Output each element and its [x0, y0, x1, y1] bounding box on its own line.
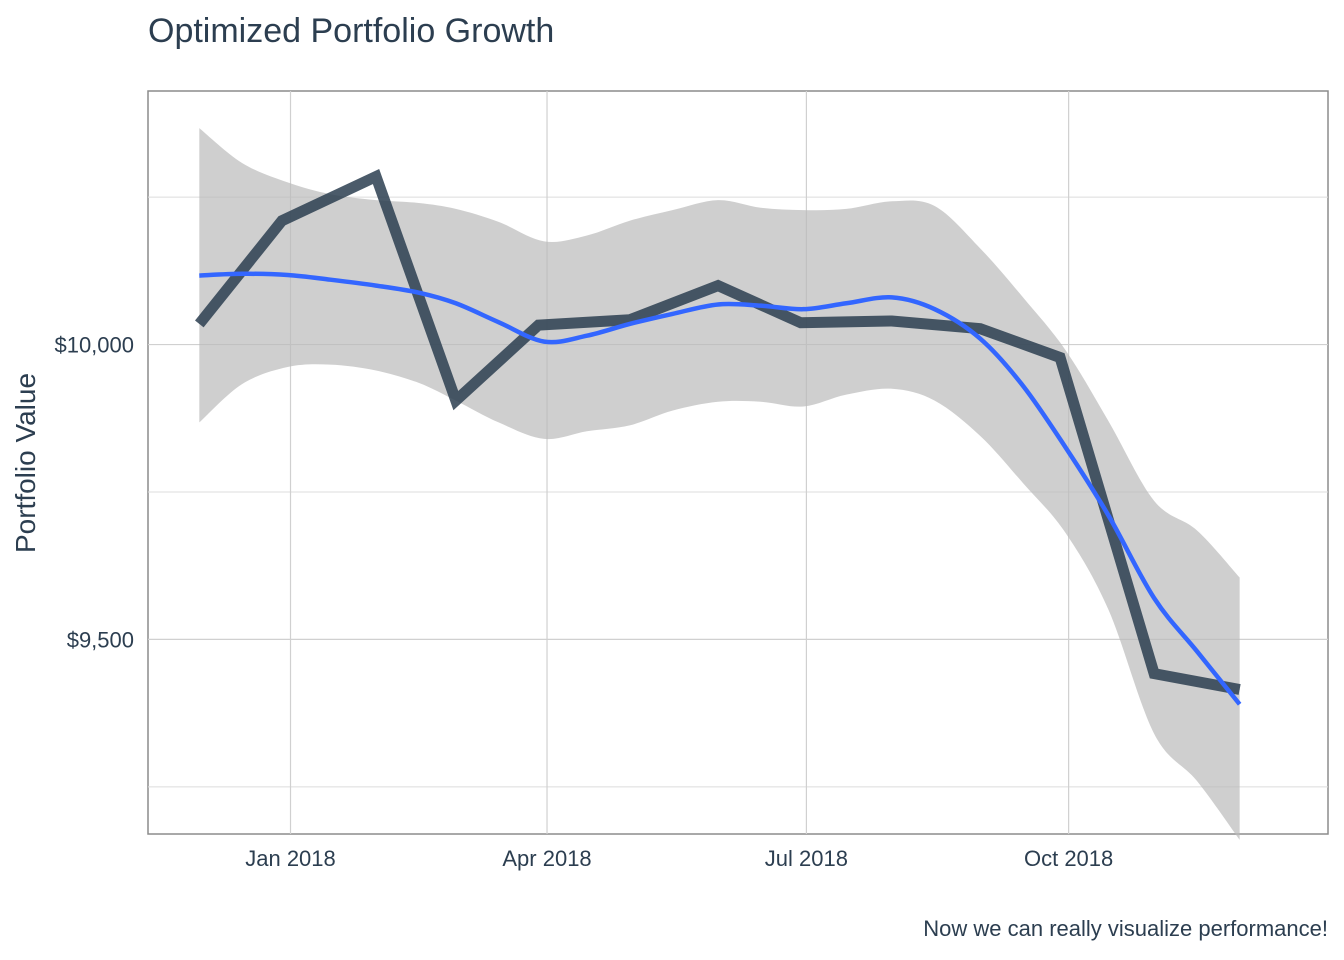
chart-caption: Now we can really visualize performance!: [923, 916, 1328, 941]
x-tick-label: Oct 2018: [1024, 846, 1113, 871]
x-axis-ticks: Jan 2018 Apr 2018 Jul 2018 Oct 2018: [245, 846, 1113, 871]
chart-title: Optimized Portfolio Growth: [148, 12, 555, 50]
x-tick-label: Jan 2018: [245, 846, 336, 871]
y-axis-ticks: $9,500 $10,000: [54, 333, 134, 653]
y-tick-label: $9,500: [67, 627, 134, 652]
x-tick-label: Apr 2018: [502, 846, 591, 871]
y-tick-label: $10,000: [54, 333, 134, 358]
series-lines: [195, 168, 1242, 706]
x-tick-label: Jul 2018: [765, 846, 848, 871]
smooth-trend-line: [199, 271, 1242, 706]
